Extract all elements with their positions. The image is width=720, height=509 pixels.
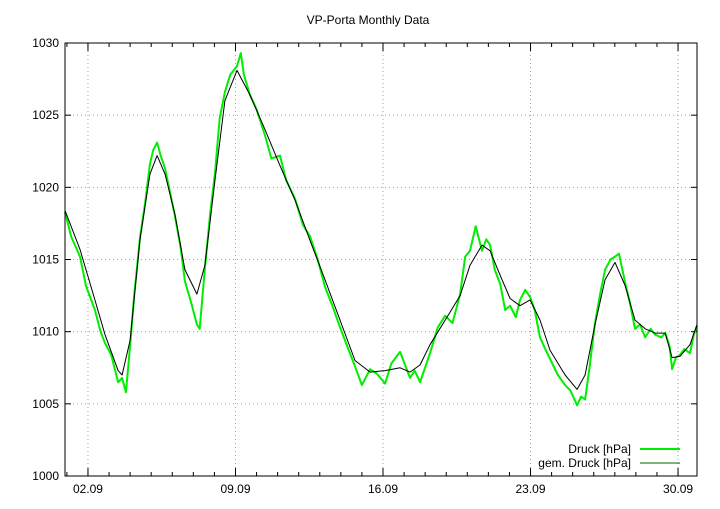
legend: Druck [hPa] gem. Druck [hPa] (538, 442, 680, 470)
chart-title: VP-Porta Monthly Data (307, 13, 430, 27)
x-tick-label: 30.09 (663, 482, 693, 496)
series-line-druck (64, 52, 698, 407)
y-tick-label: 1030 (32, 36, 59, 50)
y-tick-label: 1000 (32, 469, 59, 483)
legend-label-gem-druck: gem. Druck [hPa] (538, 456, 631, 470)
series-group (64, 52, 698, 407)
y-axis: 1000 1005 1010 1015 1020 1025 1030 (32, 36, 697, 483)
plot-frame (64, 42, 698, 477)
y-tick-label: 1025 (32, 108, 59, 122)
y-tick-label: 1010 (32, 325, 59, 339)
legend-label-druck: Druck [hPa] (568, 442, 631, 456)
y-tick-label: 1015 (32, 253, 59, 267)
y-tick-label: 1005 (32, 397, 59, 411)
y-tick-label: 1020 (32, 180, 59, 194)
x-tick-label: 02.09 (73, 482, 103, 496)
grid (65, 43, 697, 476)
x-tick-label: 16.09 (368, 482, 398, 496)
x-tick-label: 09.09 (220, 482, 250, 496)
x-axis: 02.09 09.09 16.09 23.09 30.09 (66, 43, 693, 496)
x-tick-label: 23.09 (516, 482, 546, 496)
series-line-gem-druck (64, 69, 698, 390)
